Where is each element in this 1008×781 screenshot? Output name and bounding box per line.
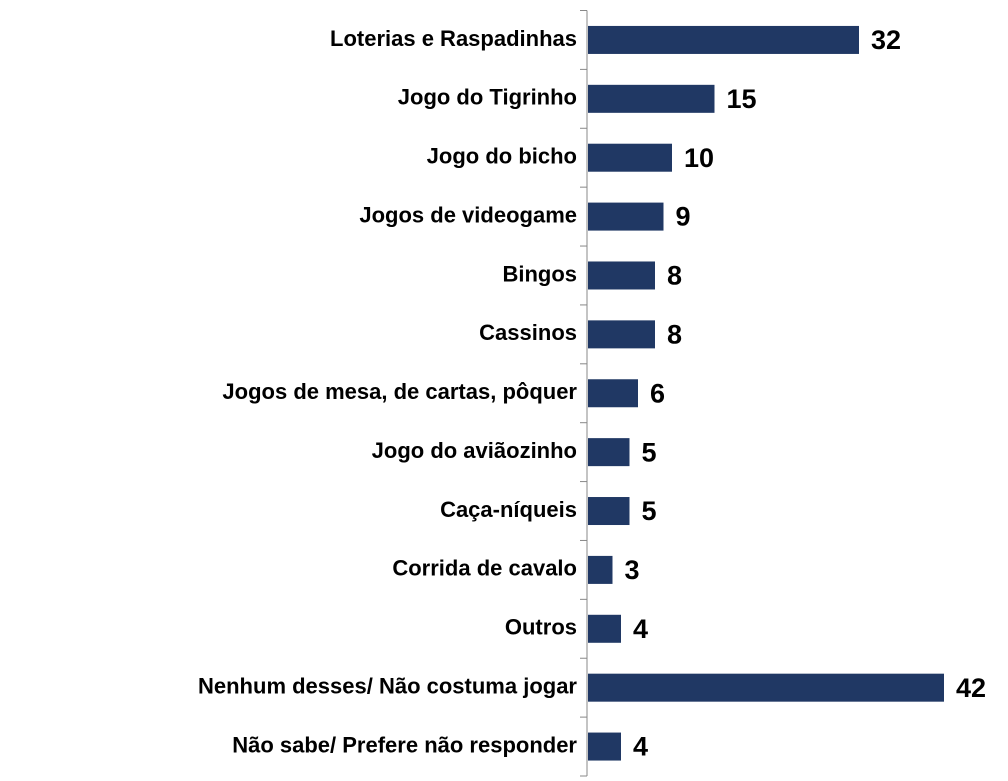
category-label: Jogo do Tigrinho	[398, 85, 577, 110]
category-label: Nenhum desses/ Não costuma jogar	[198, 673, 577, 698]
category-label: Loterias e Raspadinhas	[330, 26, 577, 51]
bar	[588, 320, 655, 349]
value-label: 4	[633, 732, 648, 762]
category-label: Outros	[505, 615, 577, 640]
bar	[588, 732, 621, 761]
value-label: 5	[642, 496, 657, 526]
bar	[588, 614, 621, 643]
value-label: 15	[727, 84, 757, 114]
bar	[588, 143, 672, 172]
value-label: 9	[676, 202, 691, 232]
value-label: 5	[642, 437, 657, 467]
value-label: 42	[956, 673, 986, 703]
value-label: 4	[633, 614, 648, 644]
bar	[588, 379, 638, 408]
value-label: 8	[667, 261, 682, 291]
bar	[588, 438, 630, 467]
category-label: Corrida de cavalo	[392, 556, 577, 581]
category-label: Cassinos	[479, 320, 577, 345]
category-label: Não sabe/ Prefere não responder	[232, 732, 577, 757]
category-label: Caça-níqueis	[440, 497, 577, 522]
bar	[588, 497, 630, 526]
category-label: Jogos de mesa, de cartas, pôquer	[222, 379, 577, 404]
value-label: 3	[625, 555, 640, 585]
bar	[588, 25, 859, 54]
bar	[588, 202, 664, 231]
value-label: 8	[667, 319, 682, 349]
bar	[588, 84, 715, 113]
value-label: 10	[684, 143, 714, 173]
bar	[588, 673, 944, 702]
value-label: 6	[650, 378, 665, 408]
category-label: Jogo do aviãozinho	[372, 438, 577, 463]
bar	[588, 555, 613, 584]
bar	[588, 261, 655, 290]
category-label: Jogo do bicho	[427, 144, 577, 169]
value-label: 32	[871, 25, 901, 55]
category-label: Jogos de videogame	[359, 202, 577, 227]
category-label: Bingos	[502, 261, 577, 286]
